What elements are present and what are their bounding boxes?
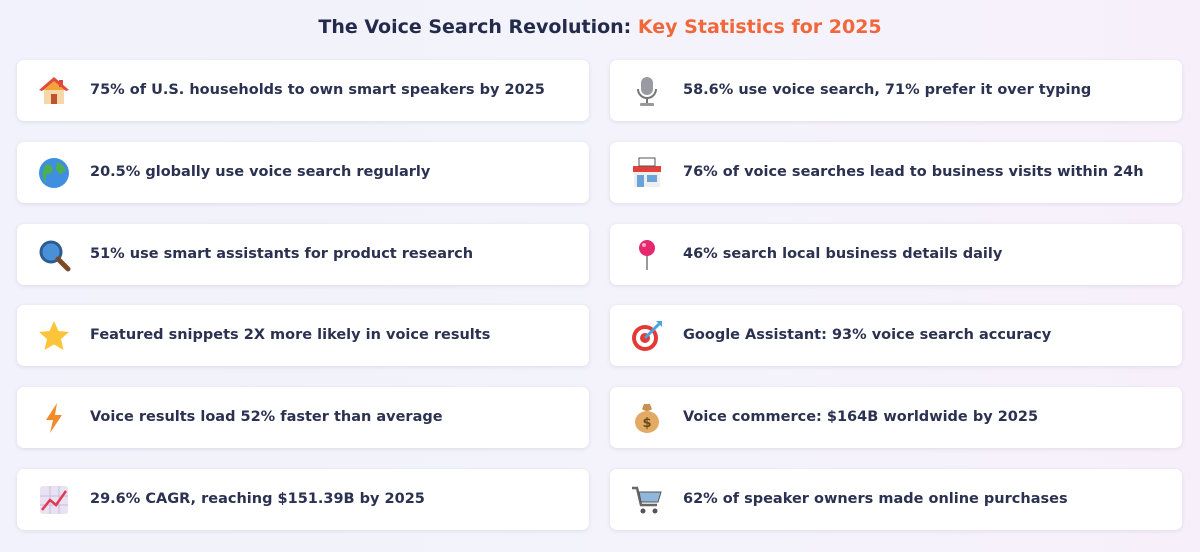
stat-text: 46% search local business details daily bbox=[683, 245, 1003, 262]
title-main: The Voice Search Revolution: bbox=[318, 16, 632, 38]
stat-icon bbox=[46, 403, 62, 434]
stat-text: 58.6% use voice search, 71% prefer it ov… bbox=[683, 82, 1092, 98]
stat-text: Featured snippets 2X more likely in voic… bbox=[90, 327, 491, 344]
stat-card: $ Voice commerce: $164B worldwide by 2025 bbox=[610, 387, 1182, 449]
stat-text: Voice results load 52% faster than avera… bbox=[90, 409, 443, 426]
title-accent: Key Statistics for 2025 bbox=[637, 16, 882, 38]
stat-icon bbox=[632, 486, 662, 514]
stat-icon bbox=[39, 321, 69, 351]
stat-card: Google Assistant: 93% voice search accur… bbox=[610, 305, 1182, 367]
stat-icon bbox=[39, 157, 69, 188]
stat-text: 75% of U.S. households to own smart spea… bbox=[90, 82, 545, 98]
stat-icon bbox=[39, 77, 69, 104]
stat-text: Voice commerce: $164B worldwide by 2025 bbox=[683, 409, 1039, 426]
stat-text: 20.5% globally use voice search regularl… bbox=[90, 163, 431, 180]
stat-text: Google Assistant: 93% voice search accur… bbox=[683, 327, 1052, 344]
stat-card: 75% of U.S. households to own smart spea… bbox=[17, 60, 589, 121]
svg-text:$: $ bbox=[642, 416, 651, 431]
stat-card: 62% of speaker owners made online purcha… bbox=[610, 469, 1182, 530]
stat-icon bbox=[40, 486, 68, 514]
stat-icon bbox=[637, 77, 657, 106]
stat-icon: $ bbox=[635, 404, 659, 434]
stat-card: 46% search local business details daily bbox=[610, 223, 1182, 285]
stat-card: 51% use smart assistants for product res… bbox=[17, 223, 589, 285]
stat-card: 20.5% globally use voice search regularl… bbox=[17, 141, 589, 203]
page-title: The Voice Search Revolution: Key Statist… bbox=[0, 16, 1200, 38]
stat-text: 76% of voice searches lead to business v… bbox=[683, 163, 1144, 180]
stat-card: 76% of voice searches lead to business v… bbox=[610, 141, 1182, 203]
stat-card: 58.6% use voice search, 71% prefer it ov… bbox=[610, 60, 1182, 121]
stat-text: 62% of speaker owners made online purcha… bbox=[683, 491, 1068, 507]
stat-text: 29.6% CAGR, reaching $151.39B by 2025 bbox=[90, 491, 425, 507]
stat-icon bbox=[639, 239, 655, 270]
stat-icon bbox=[633, 157, 661, 187]
stat-text: 51% use smart assistants for product res… bbox=[90, 245, 474, 262]
stat-icon bbox=[632, 321, 662, 352]
stat-icon bbox=[39, 240, 71, 272]
stat-card: Voice results load 52% faster than avera… bbox=[17, 387, 589, 449]
stat-card: Featured snippets 2X more likely in voic… bbox=[17, 305, 589, 367]
stat-card: 29.6% CAGR, reaching $151.39B by 2025 bbox=[17, 469, 589, 530]
